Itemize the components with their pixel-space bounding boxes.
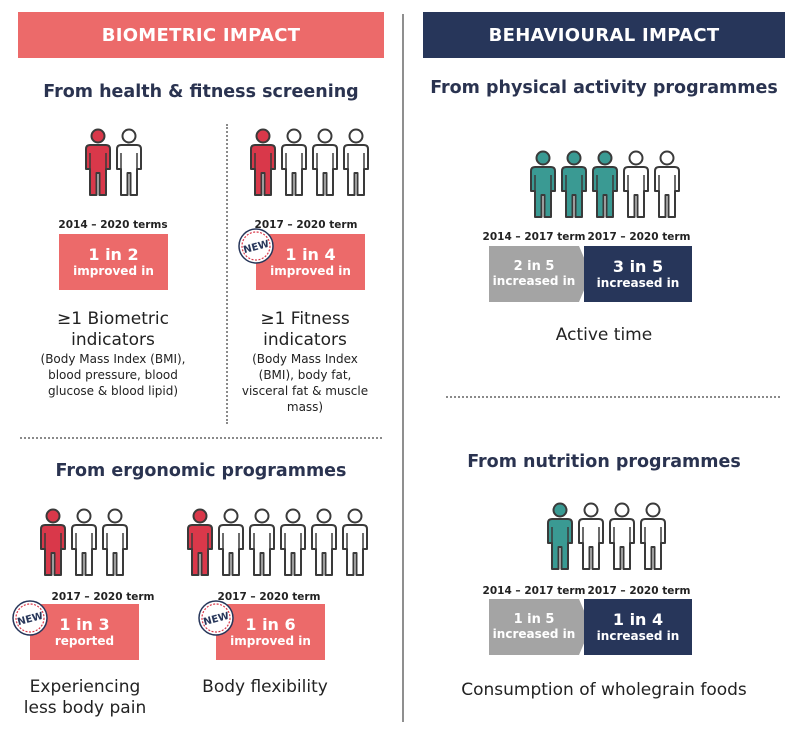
biometric-impact-header: BIOMETRIC IMPACT <box>18 12 384 58</box>
person-icon <box>40 508 66 576</box>
person-icon <box>623 150 649 218</box>
person-icon <box>640 502 666 570</box>
nutrition-prev-stat: 1 in 5 <box>513 612 555 627</box>
activity-curr-term: 2017 – 2020 term <box>587 231 691 243</box>
person-icon <box>250 128 276 196</box>
fitness-sub-line3: visceral fat & muscle <box>241 384 369 398</box>
left-section-divider <box>20 437 382 439</box>
biometric-sub-line3: glucose & blood lipid) <box>47 384 179 398</box>
biometric-caption-line1: ≥1 Biometric <box>57 309 169 329</box>
person-icon <box>561 150 587 218</box>
fitness-caption-line1: ≥1 Fitness <box>260 309 350 329</box>
person-icon <box>530 150 556 218</box>
ergonomic-section-title: From ergonomic programmes <box>55 461 347 481</box>
person-icon <box>312 128 338 196</box>
pain-term: 2017 – 2020 term <box>51 591 155 603</box>
activity-prev-label: increased in <box>492 274 576 288</box>
person-icon <box>280 508 306 576</box>
activity-curr-box: 3 in 5 increased in <box>584 246 692 302</box>
flexibility-caption-line1: Body flexibility <box>202 677 328 697</box>
fitness-subtext: (Body Mass Index (BMI), body fat, viscer… <box>220 351 390 415</box>
person-icon <box>187 508 213 576</box>
person-icon <box>654 150 680 218</box>
person-icon <box>281 128 307 196</box>
pain-stat-box: 1 in 3 reported <box>30 604 139 660</box>
pain-people-group <box>39 507 129 577</box>
activity-curr-label: increased in <box>596 276 680 290</box>
nutrition-curr-stat: 1 in 4 <box>612 610 664 629</box>
fitness-caption: ≥1 Fitness indicators <box>220 309 390 351</box>
pain-caption: Experiencing less body pain <box>10 677 160 719</box>
screening-divider <box>226 124 228 424</box>
pain-stat-label: reported <box>54 634 115 648</box>
activity-prev-term: 2014 – 2017 term <box>482 231 586 243</box>
biometric-stat-label: improved in <box>73 264 154 278</box>
person-icon <box>342 508 368 576</box>
flexibility-stat: 1 in 6 <box>245 615 296 634</box>
activity-section-title: From physical activity programmes <box>430 78 778 98</box>
nutrition-curr-term: 2017 – 2020 term <box>587 585 691 597</box>
nutrition-people-group <box>546 501 667 571</box>
fitness-sub-line1: (Body Mass Index <box>252 352 358 366</box>
fitness-sub-line4: mass) <box>286 400 324 414</box>
flexibility-term: 2017 – 2020 term <box>217 591 321 603</box>
person-icon <box>71 508 97 576</box>
new-badge-icon: NEW <box>198 600 234 636</box>
person-icon <box>547 502 573 570</box>
fitness-caption-line2: indicators <box>263 330 347 350</box>
person-icon <box>102 508 128 576</box>
fitness-term: 2017 – 2020 term <box>254 219 358 231</box>
fitness-people-group <box>249 127 370 197</box>
biometric-people-group <box>84 127 143 197</box>
person-icon <box>218 508 244 576</box>
new-badge-icon: NEW <box>12 600 48 636</box>
biometric-stat-box: 1 in 2 improved in <box>59 234 168 290</box>
nutrition-prev-label: increased in <box>492 627 576 641</box>
activity-prev-box: 2 in 5 increased in <box>489 246 579 302</box>
nutrition-prev-box: 1 in 5 increased in <box>489 599 579 655</box>
nutrition-curr-box: 1 in 4 increased in <box>584 599 692 655</box>
nutrition-caption: Consumption of wholegrain foods <box>461 680 747 700</box>
biometric-sub-line2: blood pressure, blood <box>48 368 178 382</box>
new-badge-icon: NEW <box>238 228 274 264</box>
biometric-stat: 1 in 2 <box>88 245 139 264</box>
fitness-stat: 1 in 4 <box>285 245 336 264</box>
person-icon <box>578 502 604 570</box>
person-icon <box>343 128 369 196</box>
pain-caption-line1: Experiencing <box>29 677 141 697</box>
pain-stat: 1 in 3 <box>59 615 110 634</box>
fitness-stat-box: 1 in 4 improved in <box>256 234 365 290</box>
center-divider <box>402 14 404 722</box>
biometric-term: 2014 – 2020 terms <box>58 219 168 231</box>
nutrition-prev-term: 2014 – 2017 term <box>482 585 586 597</box>
biometric-caption: ≥1 Biometric indicators <box>20 309 206 351</box>
activity-curr-stat: 3 in 5 <box>612 257 664 276</box>
pain-caption-line2: less body pain <box>23 698 147 718</box>
nutrition-section-title: From nutrition programmes <box>467 452 741 472</box>
flexibility-stat-label: improved in <box>230 634 311 648</box>
person-icon <box>311 508 337 576</box>
right-section-divider <box>446 396 780 398</box>
biometric-subtext: (Body Mass Index (BMI), blood pressure, … <box>20 351 206 399</box>
person-icon <box>609 502 635 570</box>
person-icon <box>592 150 618 218</box>
biometric-sub-line1: (Body Mass Index (BMI), <box>40 352 186 366</box>
biometric-caption-line2: indicators <box>71 330 155 350</box>
flexibility-people-group <box>186 507 369 577</box>
person-icon <box>116 128 142 196</box>
fitness-sub-line2: (BMI), body fat, <box>258 368 352 382</box>
activity-prev-stat: 2 in 5 <box>513 259 555 274</box>
behavioural-impact-header: BEHAVIOURAL IMPACT <box>423 12 785 58</box>
flexibility-caption: Body flexibility <box>180 677 350 698</box>
person-icon <box>249 508 275 576</box>
activity-caption: Active time <box>555 325 653 345</box>
nutrition-curr-label: increased in <box>596 629 680 643</box>
screening-section-title: From health & fitness screening <box>43 82 359 102</box>
person-icon <box>85 128 111 196</box>
flexibility-stat-box: 1 in 6 improved in <box>216 604 325 660</box>
activity-people-group <box>529 149 681 219</box>
fitness-stat-label: improved in <box>270 264 351 278</box>
